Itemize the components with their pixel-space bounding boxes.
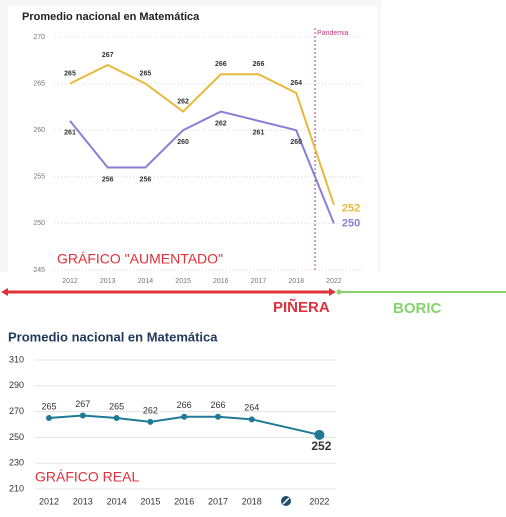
arrow [329,288,336,296]
arrow [336,289,342,295]
value-label: 261 [253,130,265,137]
arrow [1,288,8,296]
x-tick-label: 2016 [174,496,194,506]
period-bars [1,288,506,296]
period-label: PIÑERA [273,298,330,316]
marker [147,418,154,425]
line [69,63,335,206]
value-label: 262 [215,120,227,127]
line [69,110,335,224]
value-label: 266 [177,400,192,410]
value-label: 266 [215,61,227,68]
x-tick-label: 2015 [140,496,160,506]
panel [8,6,378,272]
x-tick-label: 2018 [242,496,262,506]
y-tick-label: 250 [33,220,45,227]
y-tick-label: 290 [9,380,24,390]
y-tick-label: 310 [9,354,24,364]
x-tick-label: 2022 [326,278,342,285]
value-label: 265 [41,401,56,411]
line [48,414,320,436]
value-label: 261 [64,130,76,137]
marker [181,413,188,420]
x-tick-label: 2014 [107,496,127,506]
y-tick-label: 265 [33,80,45,87]
marker [248,416,255,423]
y-tick-label: 230 [9,458,24,468]
x-tick-label: 2015 [175,278,191,285]
y-tick-label: 260 [33,127,45,134]
value-label: 256 [140,176,152,183]
marker [215,413,221,420]
marker [46,415,52,422]
marker [79,412,86,419]
value-label: 252 [311,439,331,453]
value-label: 250 [342,217,360,229]
y-tick-label: 210 [9,483,24,493]
marker [314,429,325,440]
x-tick-label: 2017 [251,278,267,285]
value-label: 265 [64,70,76,77]
x-tick-label: 2012 [62,278,78,285]
value-label: 260 [290,139,302,146]
annotation: GRÁFICO REAL [35,469,139,485]
value-label: 267 [75,399,90,409]
x-tick-label: 2022 [309,496,329,506]
x-tick-label: 2016 [213,278,229,285]
y-tick-label: 250 [9,432,24,442]
chart-title: Promedio nacional en Matemática [8,329,218,344]
annotation: GRÁFICO "AUMENTADO" [57,251,223,267]
y-tick-label: 270 [33,34,45,41]
x-tick-label: 2017 [208,496,228,506]
value-label: 262 [177,98,189,105]
y-tick-label: 270 [9,406,24,416]
value-label: 267 [102,52,114,59]
marker [113,415,120,422]
x-tick-label: 2013 [73,496,93,506]
y-tick-label: 255 [33,174,45,181]
value-label: 266 [253,61,265,68]
y-tick-label: 245 [33,267,45,274]
restricted-icon [281,496,291,506]
value-label: 265 [109,401,124,411]
annotation: Pandemia [317,30,349,37]
x-tick-label: 2018 [288,278,304,285]
value-label: 262 [143,405,158,415]
value-label: 264 [290,80,302,87]
value-label: 252 [342,203,360,215]
value-label: 256 [102,176,114,183]
period-label: BORIC [393,300,442,317]
value-label: 265 [140,70,152,77]
x-tick-label: 2012 [39,496,59,506]
value-label: 260 [177,139,189,146]
x-tick-label: 2013 [100,278,116,285]
value-label: 266 [210,400,225,410]
chart-title: Promedio nacional en Matemática [22,11,200,23]
value-label: 264 [244,403,259,413]
x-tick-label: 2014 [138,278,154,285]
